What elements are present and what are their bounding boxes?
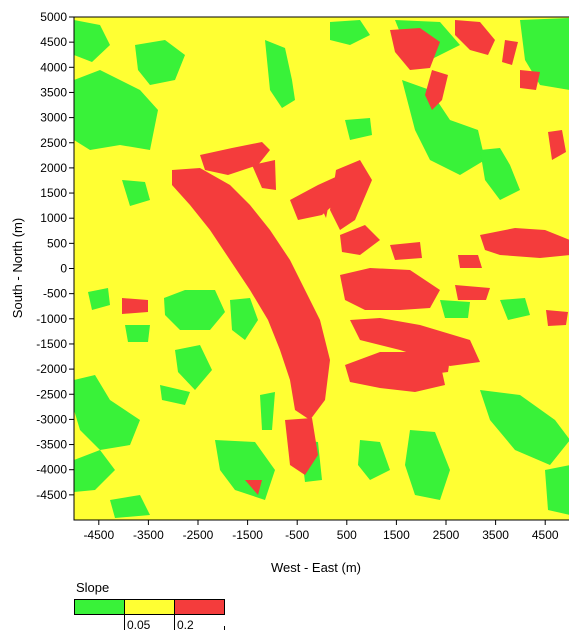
- x-tick-label: -500: [285, 528, 309, 542]
- legend-tick: [124, 613, 125, 630]
- legend-title: Slope: [76, 580, 110, 595]
- y-tick-label: 4500: [40, 35, 67, 49]
- y-tick-label: -1000: [36, 312, 67, 326]
- y-tick-label: -3500: [36, 438, 67, 452]
- x-tick-label: -4500: [83, 528, 114, 542]
- legend-swatch-low: [74, 599, 125, 615]
- y-tick-label: 2500: [40, 136, 67, 150]
- x-tick-label: 4500: [532, 528, 559, 542]
- x-tick-label: 1500: [383, 528, 410, 542]
- legend-swatch-mid: [124, 599, 175, 615]
- y-tick-label: -2000: [36, 362, 67, 376]
- legend-tick: [174, 613, 175, 630]
- legend-swatch-high: [174, 599, 225, 615]
- x-tick-label: 2500: [433, 528, 460, 542]
- x-tick-label: -3500: [133, 528, 164, 542]
- x-axis-title: West - East (m): [271, 560, 361, 575]
- y-tick-label: 0: [60, 262, 67, 276]
- x-tick-label: -1500: [232, 528, 263, 542]
- low-slope-regions: [74, 18, 569, 518]
- y-tick-label: 3000: [40, 111, 67, 125]
- x-tick-label: -2500: [183, 528, 214, 542]
- x-axis: -4500 -3500 -2500 -1500 -500 500 1500 2500 3500 4…: [83, 520, 559, 542]
- y-tick-label: -500: [43, 287, 67, 301]
- map-background-mid: [74, 17, 569, 520]
- legend-tick: [224, 626, 225, 630]
- legend-value-low: 0.05: [127, 618, 151, 632]
- y-axis: 5000450040003500300025002000150010005000…: [36, 10, 74, 502]
- y-tick-label: 3500: [40, 85, 67, 99]
- y-tick-label: 1000: [40, 211, 67, 225]
- y-tick-label: -4500: [36, 488, 67, 502]
- y-tick-label: 1500: [40, 186, 67, 200]
- y-tick-label: 5000: [40, 10, 67, 24]
- high-slope-regions: [122, 20, 569, 495]
- y-tick-label: 2000: [40, 161, 67, 175]
- y-tick-label: -2500: [36, 387, 67, 401]
- x-tick-label: 3500: [482, 528, 509, 542]
- y-tick-label: -1500: [36, 337, 67, 351]
- y-tick-label: 4000: [40, 60, 67, 74]
- y-tick-label: -3000: [36, 412, 67, 426]
- x-tick-label: 500: [337, 528, 357, 542]
- legend-value-high: 0.2: [177, 618, 194, 632]
- y-axis-title: South - North (m): [10, 218, 25, 318]
- y-tick-label: -4000: [36, 463, 67, 477]
- y-tick-label: 500: [47, 236, 67, 250]
